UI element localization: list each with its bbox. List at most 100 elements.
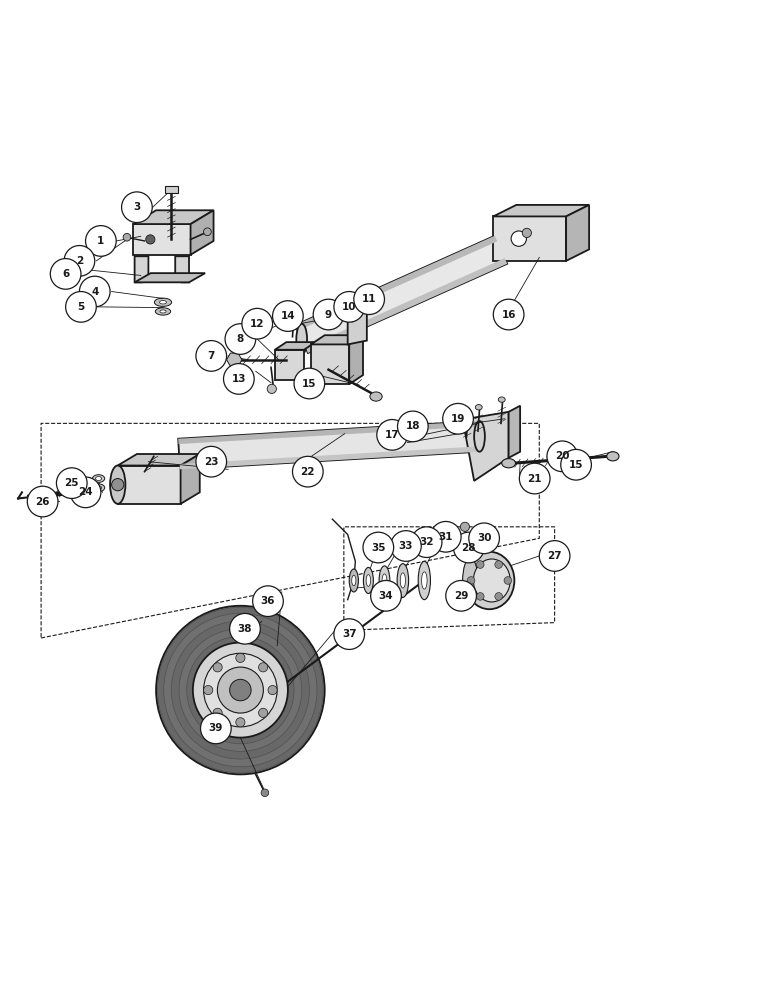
Circle shape [235,653,245,662]
Polygon shape [175,256,189,282]
Text: 35: 35 [371,543,385,553]
Text: 17: 17 [384,430,399,440]
Polygon shape [181,454,200,504]
Ellipse shape [473,559,510,602]
Ellipse shape [155,308,171,315]
Circle shape [218,667,263,713]
Ellipse shape [160,310,166,313]
Text: 13: 13 [232,374,246,384]
Text: 37: 37 [342,629,357,639]
Circle shape [476,561,484,568]
Circle shape [56,468,87,498]
Circle shape [495,593,503,600]
Text: 6: 6 [62,269,69,279]
Circle shape [261,789,269,797]
Polygon shape [275,342,316,350]
Circle shape [371,580,401,611]
Ellipse shape [502,459,516,468]
Circle shape [179,629,302,751]
Circle shape [377,420,408,450]
Polygon shape [180,446,480,469]
Circle shape [334,619,364,649]
Text: 19: 19 [451,414,466,424]
Circle shape [193,643,288,738]
Text: 8: 8 [237,334,244,344]
Text: 18: 18 [405,421,420,431]
Text: 33: 33 [398,541,413,551]
Ellipse shape [322,301,330,308]
Ellipse shape [498,397,505,402]
Ellipse shape [462,558,478,603]
Polygon shape [566,205,589,261]
Circle shape [560,449,591,480]
Ellipse shape [422,572,427,589]
Circle shape [460,522,469,531]
Ellipse shape [110,466,125,504]
Circle shape [112,479,124,491]
Ellipse shape [607,452,619,461]
Circle shape [70,477,101,508]
Polygon shape [311,344,349,384]
Circle shape [520,463,550,494]
Polygon shape [296,236,507,353]
Circle shape [391,531,422,561]
Text: 3: 3 [134,202,141,212]
Text: 15: 15 [569,460,584,470]
Polygon shape [493,205,589,216]
Ellipse shape [397,564,408,597]
Ellipse shape [382,574,387,587]
Polygon shape [133,210,214,224]
Circle shape [204,228,212,236]
Ellipse shape [290,308,297,315]
Circle shape [493,299,524,330]
Ellipse shape [557,442,566,448]
Circle shape [229,679,251,701]
Polygon shape [134,256,148,282]
Polygon shape [133,224,191,255]
Circle shape [235,718,245,727]
Ellipse shape [93,484,105,492]
Text: 34: 34 [379,591,393,601]
Circle shape [201,713,231,744]
Circle shape [268,685,277,695]
Circle shape [204,685,213,695]
Circle shape [398,411,428,442]
Circle shape [66,292,96,322]
Text: 31: 31 [438,532,453,542]
Polygon shape [178,421,480,469]
Polygon shape [493,216,566,261]
Polygon shape [509,406,520,458]
Ellipse shape [349,294,357,300]
Text: 21: 21 [527,474,542,484]
Circle shape [259,663,268,672]
Polygon shape [347,298,367,344]
Circle shape [64,246,95,276]
Ellipse shape [96,477,102,480]
Circle shape [27,486,58,517]
Circle shape [259,708,268,717]
Circle shape [225,324,256,354]
Text: 12: 12 [250,319,265,329]
Polygon shape [296,236,497,331]
Text: 22: 22 [300,467,315,477]
Circle shape [504,577,512,584]
Ellipse shape [364,567,374,594]
Ellipse shape [154,298,171,306]
Circle shape [86,226,117,256]
Circle shape [267,384,276,393]
Ellipse shape [93,475,105,482]
Text: 7: 7 [208,351,215,361]
Circle shape [156,606,325,774]
Text: 14: 14 [280,311,295,321]
Text: 30: 30 [477,533,491,543]
Circle shape [164,613,317,767]
Text: 28: 28 [462,543,476,553]
Circle shape [467,577,475,584]
Circle shape [431,521,461,552]
Text: 4: 4 [91,287,99,297]
Circle shape [213,663,222,672]
Ellipse shape [366,575,371,586]
Circle shape [363,532,394,563]
Polygon shape [178,421,479,444]
FancyBboxPatch shape [165,186,178,193]
